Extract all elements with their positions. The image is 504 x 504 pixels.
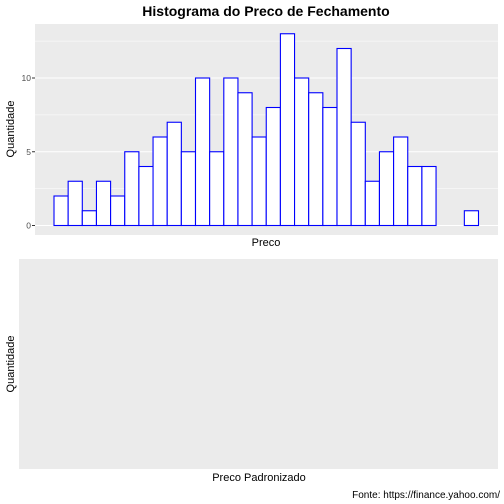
histogram-bar <box>322 106 338 227</box>
histogram-bar <box>110 195 126 227</box>
histogram-bar <box>421 165 437 227</box>
y-tick-label: 0 <box>26 221 31 231</box>
histogram-bar <box>223 77 239 227</box>
histogram-bar <box>251 136 267 227</box>
histogram-bar <box>209 151 225 227</box>
y-tick-label: 5 <box>26 147 31 157</box>
standardized-x-axis-title: Preco Padronizado <box>212 472 306 484</box>
histogram-bar <box>81 210 98 227</box>
standardized-y-axis-title: Quantidade <box>5 336 17 393</box>
histogram-bar <box>194 77 211 227</box>
source-caption: Fonte: https://finance.yahoo.com/ <box>352 490 500 501</box>
histogram-bar <box>138 165 154 227</box>
histogram-bar <box>53 195 69 227</box>
histogram-y-axis: 0 5 10 <box>22 73 35 231</box>
histogram-bar <box>180 151 197 227</box>
histogram-bar <box>95 180 112 227</box>
y-tick-label: 10 <box>22 73 32 83</box>
x-axis-title: Preco <box>252 237 281 249</box>
histogram-bar <box>152 136 168 227</box>
histogram-bar <box>463 210 480 227</box>
histogram-bar <box>393 136 409 227</box>
histogram-bar <box>124 151 140 227</box>
y-axis-title: Quantidade <box>5 101 17 158</box>
histogram-bar <box>279 33 296 227</box>
histogram-bar <box>378 151 395 227</box>
histogram-bars <box>53 33 480 227</box>
histogram-bar <box>67 180 83 227</box>
histogram-bar <box>293 77 310 227</box>
histogram-bar <box>166 121 182 227</box>
histogram-bar <box>407 165 423 227</box>
standardized-panel <box>19 259 498 469</box>
histogram-bar <box>308 92 324 227</box>
chart-title: Histograma do Preco de Fechamento <box>142 3 389 19</box>
histogram-bar <box>237 92 253 227</box>
histogram-bar <box>336 47 352 227</box>
histogram-bar <box>265 106 281 227</box>
histogram-bar <box>364 180 380 227</box>
histogram-bar <box>350 121 366 227</box>
